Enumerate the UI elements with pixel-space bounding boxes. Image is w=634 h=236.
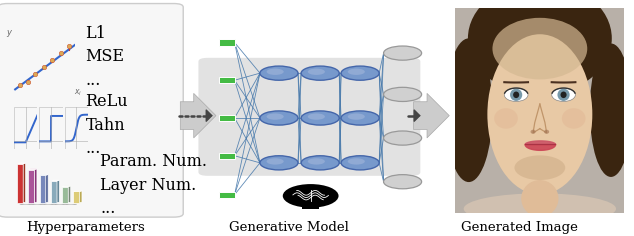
FancyArrowPatch shape [414, 110, 420, 121]
Polygon shape [51, 181, 57, 203]
Circle shape [341, 111, 379, 125]
Ellipse shape [521, 180, 559, 217]
Polygon shape [68, 186, 71, 203]
FancyBboxPatch shape [219, 77, 235, 83]
Ellipse shape [552, 88, 576, 101]
FancyArrowPatch shape [206, 110, 212, 121]
Ellipse shape [445, 38, 493, 182]
Ellipse shape [560, 92, 567, 98]
Ellipse shape [514, 155, 566, 180]
FancyBboxPatch shape [219, 192, 235, 198]
Circle shape [260, 156, 298, 170]
Polygon shape [29, 169, 34, 203]
Ellipse shape [544, 130, 549, 134]
Polygon shape [17, 163, 25, 164]
Circle shape [384, 131, 422, 145]
Ellipse shape [494, 108, 518, 129]
FancyArrowPatch shape [413, 93, 450, 138]
Polygon shape [39, 174, 48, 175]
Polygon shape [62, 187, 68, 203]
Circle shape [301, 111, 339, 125]
Circle shape [266, 114, 284, 120]
Polygon shape [51, 180, 60, 181]
Ellipse shape [531, 130, 536, 134]
Polygon shape [57, 180, 60, 203]
Polygon shape [34, 169, 37, 203]
Circle shape [341, 156, 379, 170]
FancyBboxPatch shape [302, 202, 319, 209]
Circle shape [260, 66, 298, 80]
Circle shape [266, 68, 284, 75]
FancyArrowPatch shape [180, 93, 216, 138]
Text: Hyperparameters: Hyperparameters [26, 221, 145, 234]
FancyBboxPatch shape [198, 58, 420, 176]
FancyBboxPatch shape [219, 153, 235, 159]
Circle shape [301, 156, 339, 170]
Ellipse shape [562, 108, 586, 129]
Circle shape [307, 68, 325, 75]
Polygon shape [74, 191, 79, 203]
Circle shape [384, 46, 422, 60]
Text: Generative Model: Generative Model [228, 221, 349, 234]
Ellipse shape [283, 184, 339, 208]
Ellipse shape [590, 43, 632, 177]
FancyBboxPatch shape [219, 115, 235, 121]
Circle shape [347, 114, 365, 120]
Ellipse shape [493, 18, 587, 79]
Circle shape [301, 66, 339, 80]
Ellipse shape [504, 88, 528, 101]
Text: $x_i$: $x_i$ [74, 87, 82, 97]
Ellipse shape [510, 89, 522, 101]
FancyBboxPatch shape [0, 4, 183, 217]
Circle shape [307, 158, 325, 165]
Ellipse shape [557, 89, 569, 101]
Circle shape [384, 175, 422, 189]
Circle shape [347, 68, 365, 75]
Ellipse shape [488, 34, 592, 194]
Text: L1
MSE
...: L1 MSE ... [86, 25, 125, 89]
Polygon shape [23, 163, 25, 203]
Polygon shape [79, 191, 82, 203]
Text: ReLu
Tahn
...: ReLu Tahn ... [86, 93, 128, 157]
Text: Generated Image: Generated Image [462, 221, 578, 234]
Polygon shape [17, 164, 23, 203]
Circle shape [341, 66, 379, 80]
Circle shape [384, 87, 422, 101]
Polygon shape [39, 175, 46, 203]
Circle shape [260, 111, 298, 125]
Ellipse shape [463, 193, 616, 224]
Text: Param. Num.
Layer Num.
...: Param. Num. Layer Num. ... [100, 153, 207, 217]
Circle shape [347, 158, 365, 165]
Text: y: y [6, 29, 11, 38]
Ellipse shape [513, 92, 519, 98]
Circle shape [307, 114, 325, 120]
Circle shape [266, 158, 284, 165]
Polygon shape [62, 186, 71, 187]
FancyBboxPatch shape [219, 39, 235, 46]
Ellipse shape [468, 0, 612, 95]
Polygon shape [46, 174, 48, 203]
